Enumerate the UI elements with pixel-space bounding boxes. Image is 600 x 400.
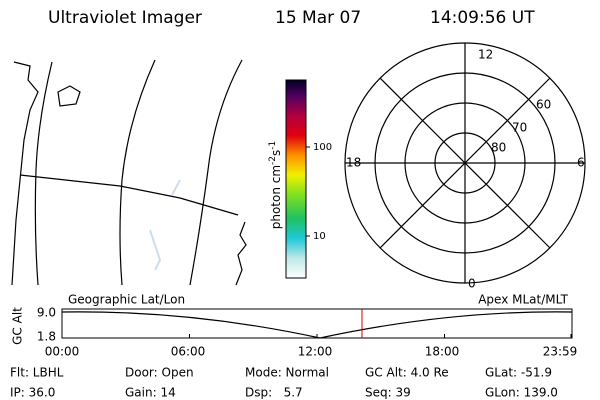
timeline-right-label: Apex MLat/MLT [478, 293, 568, 307]
status-field: IP: 36.0 [10, 386, 55, 400]
timeline-xtick: 12:00 [298, 345, 333, 359]
map [11, 59, 247, 286]
timeline-xtick: 23:59 [543, 345, 578, 359]
colorbar [285, 79, 307, 279]
timeline-xtick: 18:00 [425, 345, 460, 359]
status-field: Mode: Normal [245, 366, 329, 380]
status-field: GC Alt: 4.0 Re [365, 366, 449, 380]
title: Ultraviolet Imager [48, 8, 202, 28]
colorbar-tick: 100 [313, 142, 332, 153]
mlt-label: 6 [577, 156, 585, 170]
timeline-axis-title: GC Alt [11, 307, 25, 345]
lat-label: 80 [491, 141, 506, 155]
timeline-xtick: 00:00 [45, 345, 80, 359]
altitude-curve [61, 311, 573, 339]
timeline-left-label: Geographic Lat/Lon [68, 293, 185, 307]
colorbar-label: photon cm-2s-1 [268, 141, 283, 230]
mlt-label: 12 [478, 48, 493, 62]
status-field: GLon: 139.0 [485, 386, 558, 400]
mlt-label: 18 [346, 156, 361, 170]
mlt-label: 0 [468, 277, 476, 291]
status-field: GLat: -51.9 [485, 366, 552, 380]
status-field: Seq: 39 [365, 386, 411, 400]
status-field: Flt: LBHL [10, 366, 64, 380]
polar-grid [344, 42, 586, 284]
timeline-ytick: 9.0 [37, 306, 56, 320]
lat-label: 70 [512, 121, 527, 135]
date: 15 Mar 07 [275, 8, 361, 28]
colorbar-tick: 10 [313, 231, 326, 242]
timeline-ytick: 1.8 [37, 330, 56, 344]
status-field: Dsp: 5.7 [245, 386, 303, 400]
status-field: Gain: 14 [125, 386, 176, 400]
lat-label: 60 [536, 98, 551, 112]
timeline-xtick: 06:00 [171, 345, 206, 359]
time: 14:09:56 UT [430, 8, 535, 28]
status-field: Door: Open [125, 366, 194, 380]
